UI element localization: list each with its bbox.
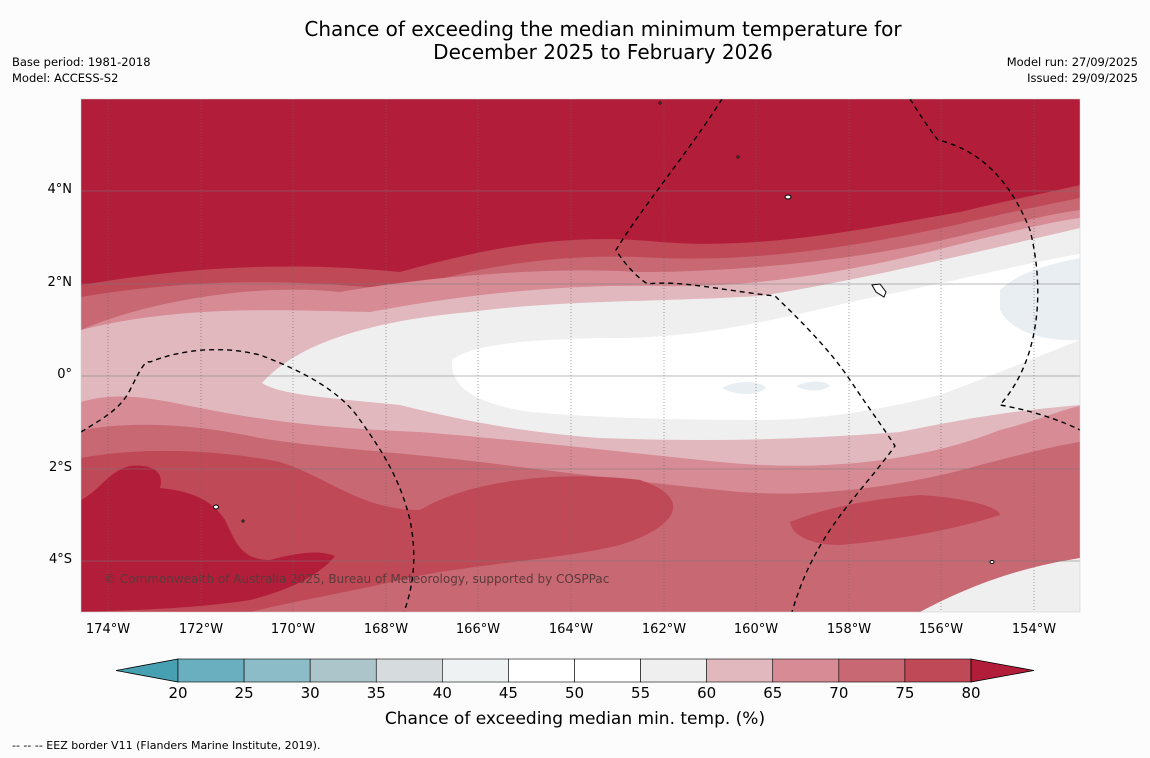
colorbar-segment	[574, 658, 641, 683]
latitude-tick-label: 4°N	[47, 182, 73, 197]
colorbar-tick-label: 25	[234, 684, 254, 702]
longitude-tick-label: 166°W	[455, 622, 501, 637]
longitude-tick-label: 162°W	[641, 622, 687, 637]
colorbar-extend-high	[970, 658, 1035, 683]
eez-borders	[81, 99, 1080, 612]
colorbar-segment	[508, 658, 575, 683]
colorbar-segment	[838, 658, 906, 683]
band-70-75-southeast	[790, 495, 1000, 545]
title-line-2: December 2025 to February 2026	[433, 40, 773, 64]
base-period: Base period: 1981-2018	[12, 55, 151, 69]
model-run: Model run: 27/09/2025	[1006, 55, 1138, 69]
title-line-1: Chance of exceeding the median minimum t…	[304, 17, 902, 41]
colorbar-segment	[243, 658, 311, 683]
colorbar-segment	[772, 658, 840, 683]
colorbar-segment	[706, 658, 774, 683]
colorbar-tick-label: 75	[895, 684, 915, 702]
longitude-tick-label: 164°W	[548, 622, 594, 637]
longitude-tick-label: 160°W	[733, 622, 779, 637]
latitude-tick-label: 0°	[57, 367, 72, 382]
longitude-tick-label: 170°W	[270, 622, 316, 637]
band-40-45-b	[796, 381, 830, 391]
colorbar-tick-label: 55	[631, 684, 651, 702]
colorbar-segment	[375, 658, 443, 683]
probability-field	[81, 99, 1080, 612]
eez-legend: -- -- -- EEZ border V11 (Flanders Marine…	[12, 739, 321, 752]
colorbar-segment	[442, 658, 509, 683]
latitude-tick-label: 2°S	[48, 460, 72, 475]
issued-date: Issued: 29/09/2025	[1027, 71, 1138, 85]
band-55-60-southeast	[920, 558, 1080, 612]
colorbar-segment	[640, 658, 707, 683]
latitude-lines	[81, 190, 1080, 562]
copyright-notice: © Commonwealth of Australia 2025, Bureau…	[104, 572, 610, 586]
meta-left: Base period: 1981-2018 Model: ACCESS-S2	[12, 54, 151, 86]
colorbar	[115, 658, 1035, 683]
meta-right: Model run: 27/09/2025 Issued: 29/09/2025	[1007, 54, 1138, 86]
band-40-45-east	[1000, 258, 1080, 341]
model-name: Model: ACCESS-S2	[12, 71, 119, 85]
colorbar-tick-label: 30	[300, 684, 320, 702]
band-45-50	[451, 254, 1080, 420]
colorbar-segment	[904, 658, 972, 683]
map-frame	[80, 98, 1081, 613]
colorbar-segment	[177, 658, 245, 683]
longitude-tick-label: 158°W	[826, 622, 872, 637]
colorbar-tick-label: 60	[697, 684, 717, 702]
islands	[213, 101, 995, 564]
band-75-80-southwest	[81, 465, 335, 612]
colorbar-tick-label: 40	[432, 684, 452, 702]
colorbar-extend-low	[115, 658, 179, 683]
colorbar-label: Chance of exceeding median min. temp. (%…	[384, 709, 766, 729]
longitude-tick-label: 168°W	[363, 622, 409, 637]
latitude-tick-label: 2°N	[47, 275, 73, 290]
longitude-tick-label: 154°W	[1011, 622, 1057, 637]
longitude-tick-label: 174°W	[85, 622, 131, 637]
colorbar-tick-label: 45	[498, 684, 518, 702]
colorbar-tick-label: 80	[961, 684, 981, 702]
colorbar-tick-label: 35	[366, 684, 386, 702]
colorbar-tick-label: 65	[763, 684, 783, 702]
longitude-tick-label: 156°W	[918, 622, 964, 637]
band-40-45-a	[722, 382, 766, 394]
longitude-tick-label: 172°W	[178, 622, 224, 637]
colorbar-tick-label: 20	[168, 684, 188, 702]
latitude-tick-label: 4°S	[48, 552, 72, 567]
colorbar-tick-label: 50	[564, 684, 585, 702]
colorbar-segment	[309, 658, 377, 683]
map-title: Chance of exceeding the median minimum t…	[0, 18, 1150, 64]
colorbar-tick-label: 70	[829, 684, 849, 702]
